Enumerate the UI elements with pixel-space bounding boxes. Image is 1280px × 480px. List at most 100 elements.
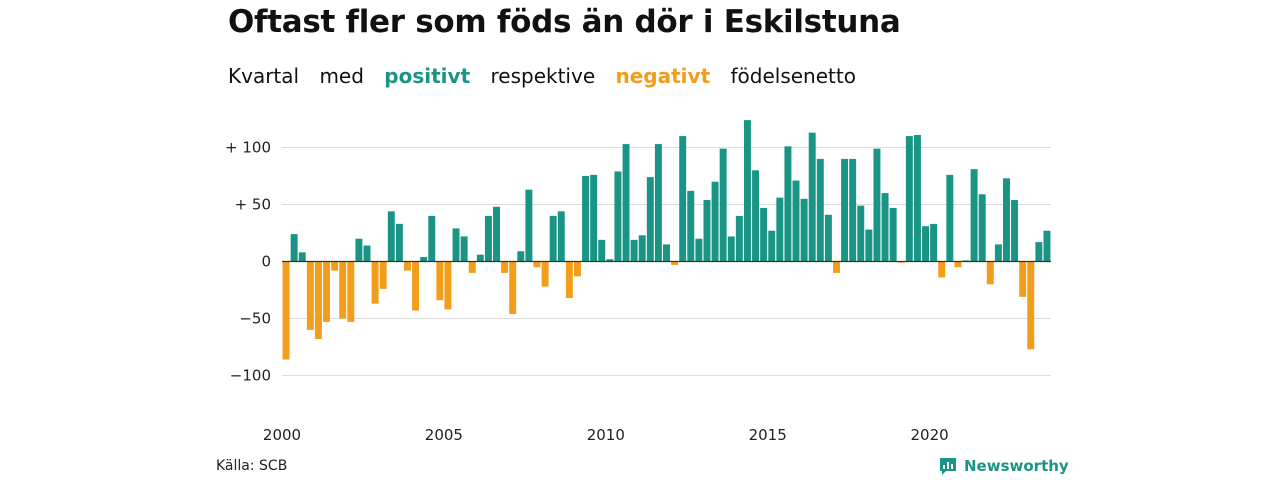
bar-negative <box>565 261 573 298</box>
bar-negative <box>412 261 420 311</box>
bar-positive <box>905 136 913 262</box>
bar-negative <box>533 261 541 268</box>
bar-positive <box>1043 230 1051 262</box>
bar-positive <box>922 226 930 262</box>
subtitle-negative-word: negativt <box>615 64 711 88</box>
bar-positive <box>646 177 654 262</box>
source-note: Källa: SCB <box>216 458 288 474</box>
bar-positive <box>395 223 403 262</box>
bar-positive <box>590 174 598 262</box>
bar-positive <box>428 215 436 262</box>
bar-negative <box>436 261 444 301</box>
bar-positive <box>290 234 298 262</box>
bar-positive <box>946 174 954 262</box>
bar-positive <box>630 239 638 262</box>
bar-positive <box>824 214 832 262</box>
bar-negative <box>509 261 517 314</box>
bar-positive <box>695 238 703 262</box>
bar-positive <box>557 211 565 262</box>
bar-positive <box>614 171 622 262</box>
newsworthy-logo-icon <box>940 458 956 475</box>
bar-positive <box>808 132 816 262</box>
bar-negative <box>573 261 581 277</box>
bar-positive <box>776 197 784 262</box>
bar-negative <box>379 261 387 289</box>
bar-negative <box>501 261 509 273</box>
bar-positive <box>525 189 533 262</box>
bar-positive <box>582 176 590 262</box>
bar-negative <box>282 261 290 360</box>
bar-positive <box>355 238 363 262</box>
bar-negative <box>403 261 411 271</box>
x-tick-label: 2000 <box>263 426 301 444</box>
bar-positive <box>760 207 768 262</box>
bar-positive <box>387 211 395 262</box>
y-tick-label: −100 <box>230 367 271 385</box>
brand-name: Newsworthy <box>964 457 1069 475</box>
bar-positive <box>420 256 428 262</box>
y-tick-label: + 50 <box>235 196 271 214</box>
bar-positive <box>703 199 711 262</box>
bar-positive <box>970 169 978 262</box>
x-tick-label: 2015 <box>749 426 787 444</box>
subtitle-word: med <box>319 64 364 88</box>
bar-negative <box>331 261 339 271</box>
brand-logo[interactable]: Newsworthy <box>938 456 1069 476</box>
subtitle-word: respektive <box>490 64 596 88</box>
bar-negative <box>938 261 946 278</box>
bar-positive <box>493 206 500 262</box>
bar-negative <box>541 261 549 287</box>
bar-positive <box>743 120 751 262</box>
bar-positive <box>517 251 525 262</box>
bar-positive <box>865 229 873 262</box>
bar-positive <box>849 158 857 262</box>
bar-positive <box>792 180 800 262</box>
subtitle-positive-word: positivt <box>384 64 471 88</box>
chart-subtitle: Kvartal med positivt respektive negativt… <box>228 64 870 88</box>
y-tick-label: 0 <box>261 253 271 271</box>
bar-positive <box>719 148 727 262</box>
bar-negative <box>323 261 330 322</box>
subtitle-word: födelsenetto <box>730 64 856 88</box>
y-tick-label: −50 <box>239 310 271 328</box>
bar-positive <box>638 235 646 262</box>
bar-positive <box>768 230 776 262</box>
bar-positive <box>889 207 897 262</box>
bar-positive <box>460 236 468 262</box>
y-axis-tick-labels: + 100 + 50 0 −50 −100 <box>225 139 271 385</box>
grid-lines <box>282 147 1051 376</box>
bar-positive <box>1011 199 1019 262</box>
bar-chart: + 100 + 50 0 −50 −100 2000 2005 2010 2015 2020 <box>225 120 1051 444</box>
bar-positive <box>881 193 889 262</box>
bar-positive <box>873 148 881 262</box>
bar-positive <box>549 215 557 262</box>
bar-positive <box>687 190 695 262</box>
bar-positive <box>711 181 719 262</box>
bar-positive <box>930 223 938 262</box>
bar-positive <box>363 245 371 262</box>
bar-positive <box>663 244 670 262</box>
bar-positive <box>978 194 986 262</box>
bar-negative <box>833 261 840 273</box>
bar-negative <box>1027 261 1035 350</box>
chart-title: Oftast fler som föds än dör i Eskilstuna <box>228 4 901 40</box>
bar-positive <box>735 215 743 262</box>
x-tick-label: 2005 <box>425 426 463 444</box>
bar-positive <box>622 144 630 262</box>
bar-negative <box>1019 261 1027 297</box>
bar-negative <box>444 261 452 310</box>
bar-positive <box>298 252 306 262</box>
bar-negative <box>371 261 379 304</box>
x-tick-label: 2020 <box>910 426 948 444</box>
bar-positive <box>484 215 492 262</box>
bar-negative <box>954 261 962 268</box>
bar-positive <box>816 158 824 262</box>
subtitle-word: Kvartal <box>228 64 300 88</box>
bar-negative <box>468 261 476 273</box>
bar-negative <box>671 261 679 265</box>
bar-positive <box>476 254 484 262</box>
bar-positive <box>913 134 921 262</box>
bar-positive <box>1003 178 1010 262</box>
bar-positive <box>606 259 614 262</box>
bar-positive <box>752 170 760 262</box>
